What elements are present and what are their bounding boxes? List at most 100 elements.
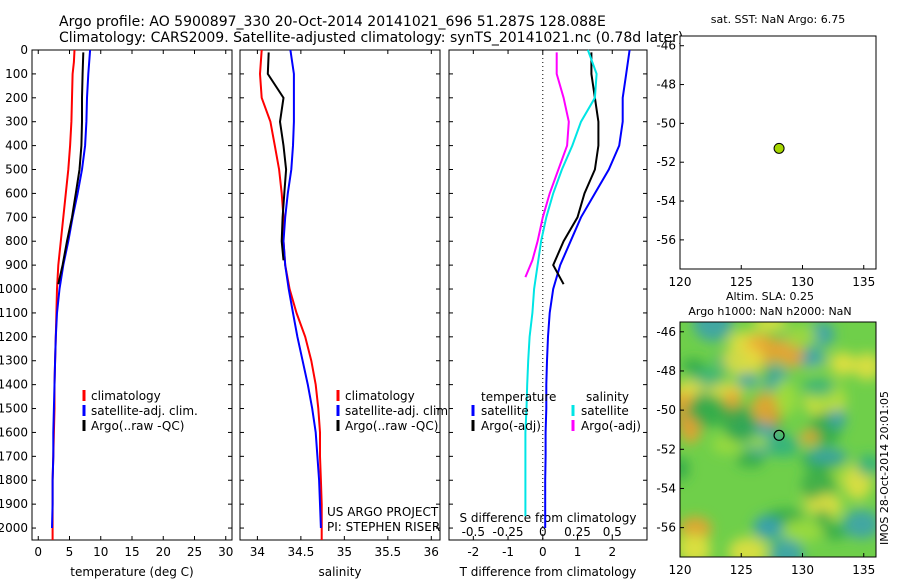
sla-cell (775, 377, 792, 415)
series-line-satellite (544, 49, 631, 528)
location-title: sat. SST: NaN Argo: 6.75 (711, 13, 845, 26)
argo-location-marker (773, 142, 785, 154)
legend-entry: Argo(-adj) (581, 419, 641, 433)
panel-sla: Altim. SLA: 0.25 Argo h1000: NaN h2000: N… (656, 290, 877, 577)
x-tick-label: 1 (574, 545, 582, 559)
y-tick-label: -48 (656, 78, 676, 92)
sla-cell (783, 325, 818, 349)
y-tick-label: 600 (5, 186, 28, 200)
y-tick-label: 1000 (0, 282, 28, 296)
sla-cell (736, 372, 759, 388)
y-tick-label: -54 (656, 194, 676, 208)
series-line-argoadj (524, 52, 570, 278)
sla-cell (750, 392, 782, 429)
x-tick-label: 35 (337, 545, 352, 559)
sla-cell (828, 409, 847, 429)
sla-cell (806, 448, 848, 464)
sla-cell (853, 352, 876, 381)
y-tick-label: 700 (5, 210, 28, 224)
x-tick-label: 135 (852, 563, 875, 577)
y-tick-label: 2000 (0, 521, 28, 535)
sla-cell (686, 394, 729, 427)
legend-entry: satellite (481, 404, 529, 418)
panel-salinity: 34 34.5 35 35.5 36 salinity climatologysatelli… (239, 49, 452, 579)
sla-cell (753, 322, 787, 332)
y-tick-label: 1800 (0, 473, 28, 487)
sla-cell (855, 454, 876, 477)
differences-xlabel: T difference from climatology (459, 565, 637, 579)
x-tick-label: 135 (852, 275, 875, 289)
y-tick-label: 800 (5, 234, 28, 248)
series-line-argorawqc (266, 52, 288, 261)
project-annotation: PI: STEPHEN RISER (327, 520, 440, 534)
legend-entry: satellite-adj. clim. (345, 404, 452, 418)
x2-tick-label: 0 (539, 525, 547, 539)
sla-cell (746, 434, 772, 450)
legend-entry: Argo(..raw -QC) (91, 419, 184, 433)
salinity-frame (239, 49, 441, 541)
x-tick-label: 120 (669, 275, 692, 289)
y-tick-label: -52 (656, 442, 676, 456)
x-tick-label: 15 (124, 545, 139, 559)
x-tick-label: 36 (424, 545, 439, 559)
x-tick-label: -1 (502, 545, 514, 559)
x-tick-label: 130 (791, 563, 814, 577)
sla-cell (680, 456, 690, 481)
legend-group-title: salinity (586, 390, 629, 404)
y-tick-label: -56 (656, 233, 676, 247)
y-tick-label: -54 (656, 481, 676, 495)
series-line-argorawqc (57, 52, 85, 285)
legend-entry: satellite (581, 404, 629, 418)
panel-temperature: 0100200300400500600700800900100011001200… (0, 43, 233, 579)
x-tick-label: 35.5 (374, 545, 401, 559)
sla-cell (736, 451, 765, 468)
imos-timestamp: IMOS 28-Oct-2014 20:01:05 (878, 390, 891, 545)
legend-entry: satellite-adj. clim. (91, 404, 198, 418)
sla-subtitle: Argo h1000: NaN h2000: NaN (688, 305, 851, 318)
x-tick-label: 125 (730, 563, 753, 577)
legend-entry: Argo(..raw -QC) (345, 419, 438, 433)
sla-cell (692, 322, 733, 342)
x-tick-label: 10 (93, 545, 108, 559)
sla-blobs (680, 322, 876, 557)
sla-cell (843, 509, 876, 539)
y-tick-label: -50 (656, 116, 676, 130)
sla-cell (781, 518, 825, 543)
x-tick-label: 130 (791, 275, 814, 289)
x-tick-label: -2 (467, 545, 479, 559)
sla-frame (679, 321, 877, 558)
x-tick-label: 25 (187, 545, 202, 559)
y-tick-label: -52 (656, 155, 676, 169)
differences-frame (448, 49, 648, 541)
sla-cell (680, 379, 706, 396)
temperature-xlabel: temperature (deg C) (70, 565, 193, 579)
x-tick-label: 34.5 (288, 545, 315, 559)
series-line-satelliteadjclim (282, 49, 322, 529)
y-tick-label: 300 (5, 115, 28, 129)
y-tick-label: -48 (656, 364, 676, 378)
sla-cell (800, 430, 819, 445)
x2-tick-label: -0.25 (493, 525, 524, 539)
sla-cell (769, 537, 804, 557)
sla-cell (722, 405, 758, 443)
panel-location: sat. SST: NaN Argo: 6.75 120 125 130 135 -46 -… (656, 13, 877, 289)
x2-tick-label: -0.5 (462, 525, 485, 539)
y-tick-label: 1700 (0, 449, 28, 463)
sla-title: Altim. SLA: 0.25 (726, 290, 814, 303)
sla-cell (754, 516, 783, 534)
panel-differences: -2 -1 0 1 2 T difference from climatology -0.5… (448, 49, 648, 579)
y-tick-label: -46 (656, 325, 676, 339)
legend-group-title: temperature (481, 390, 556, 404)
y-tick-label: 400 (5, 139, 28, 153)
x-tick-label: 125 (730, 275, 753, 289)
series-line-argoadj (552, 52, 600, 285)
argo-location-ring (773, 429, 785, 441)
legend-entry: climatology (345, 389, 415, 403)
y-tick-label: -46 (656, 39, 676, 53)
figure-title-line1: Argo profile: AO 5900897_330 20-Oct-2014… (59, 14, 606, 30)
x-tick-label: 20 (156, 545, 171, 559)
figure-title-line2: Climatology: CARS2009. Satellite-adjuste… (59, 30, 684, 46)
legend-entry: climatology (91, 389, 161, 403)
y-tick-label: 1500 (0, 402, 28, 416)
